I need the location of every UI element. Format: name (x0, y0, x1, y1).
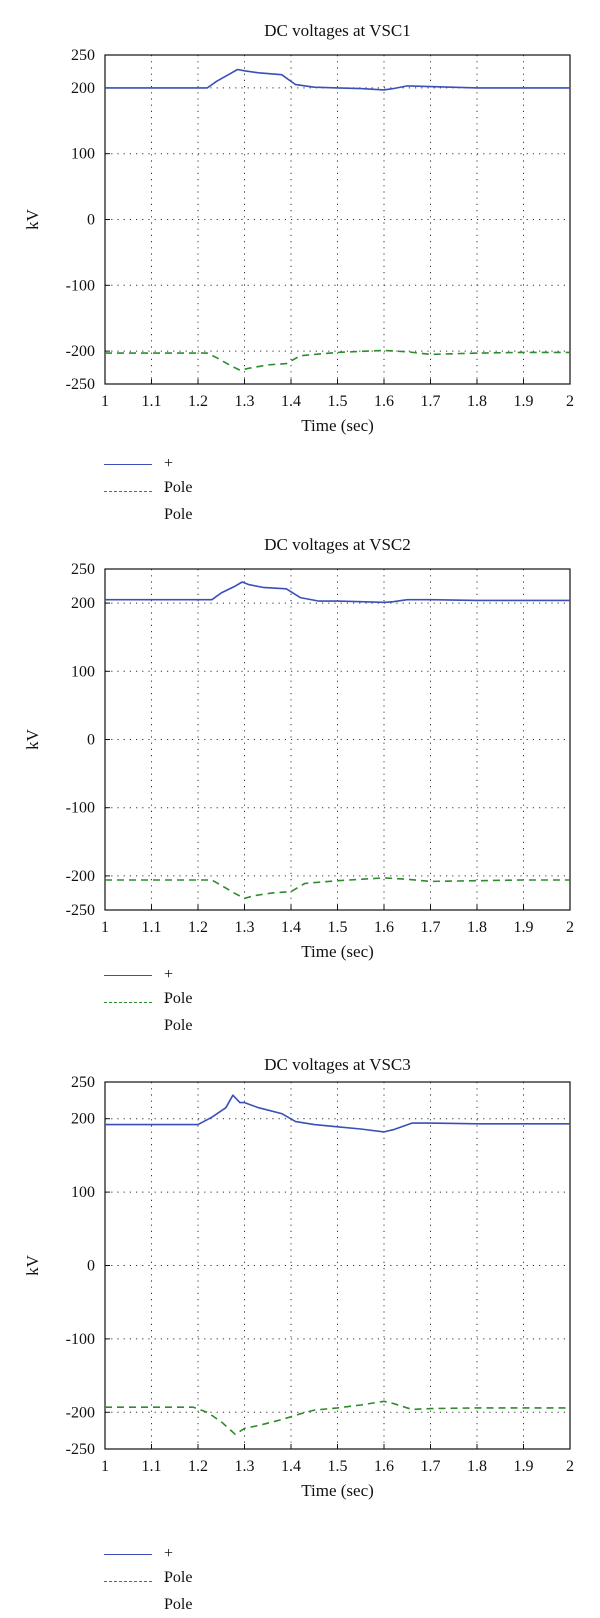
x-tick-label: 1.8 (467, 919, 487, 936)
y-tick-label: 200 (71, 80, 95, 97)
y-tick-label: 250 (71, 561, 95, 578)
chart-title: DC voltages at VSC2 (264, 535, 411, 554)
y-tick-label: 200 (71, 1111, 95, 1128)
chart-vsc2: DC voltages at VSC2 1 1.1 1.2 1.3 1.4 1.5 1.6 1.… (23, 535, 574, 961)
y-tick-label: 0 (87, 1258, 95, 1275)
x-tick-label: 1 (101, 919, 109, 936)
x-tick-label: 1 (101, 1458, 109, 1475)
y-tick-label: 250 (71, 1074, 95, 1091)
y-tick-label: 0 (87, 732, 95, 749)
x-tick-label: 1.8 (467, 393, 487, 410)
x-tick-label: 1.5 (328, 393, 348, 410)
x-axis-label: Time (sec) (301, 942, 374, 961)
chart-title: DC voltages at VSC3 (264, 1055, 411, 1074)
x-tick-label: 1.9 (514, 919, 534, 936)
x-tick-label: 1.6 (374, 393, 394, 410)
y-tick-label: -100 (66, 1331, 95, 1348)
y-tick-label: -200 (66, 343, 95, 360)
y-tick-label: 250 (71, 47, 95, 64)
x-tick-label: 1.2 (188, 393, 208, 410)
y-axis-label: kV (23, 1254, 42, 1276)
x-tick-label: 1.9 (514, 1458, 534, 1475)
chart-panel-vsc1: DC voltages at VSC1 1 1.1 1.2 1.3 1.4 1.5 1.6 1.… (0, 0, 600, 525)
x-axis-label: Time (sec) (301, 1481, 374, 1500)
x-tick-label: 1.4 (281, 393, 301, 410)
series-line-minus-pole (105, 349, 570, 372)
legend-swatch-minus-pole (104, 1581, 152, 1582)
x-tick-label: 1.5 (328, 1458, 348, 1475)
x-tick-label: 1.7 (421, 919, 441, 936)
y-tick-label: -250 (66, 1441, 95, 1458)
x-tick-label: 2 (566, 919, 574, 936)
legend-swatch-plus-pole (104, 975, 152, 976)
y-axis-label: kV (23, 208, 42, 230)
series-line-minus-pole (105, 877, 570, 900)
x-tick-label: 1.4 (281, 1458, 301, 1475)
x-tick-label: 1.1 (142, 393, 162, 410)
legend-label-minus-pole: - Pole (164, 1572, 193, 1613)
legend-label-plus-pole: + Pole (164, 966, 193, 1007)
y-tick-label: 200 (71, 595, 95, 612)
chart-title: DC voltages at VSC1 (264, 21, 411, 40)
x-tick-label: 1.2 (188, 1458, 208, 1475)
x-tick-label: 1.2 (188, 919, 208, 936)
x-tick-label: 2 (566, 393, 574, 410)
x-tick-label: 1.4 (281, 919, 301, 936)
legend-swatch-plus-pole (104, 1554, 152, 1555)
y-tick-label: 0 (87, 212, 95, 229)
legend-label-plus-pole: + Pole (164, 1545, 193, 1586)
series-line-plus-pole (105, 581, 570, 604)
plot-frame (104, 54, 571, 385)
x-tick-label: 2 (566, 1458, 574, 1475)
x-tick-label: 1.3 (235, 919, 255, 936)
x-tick-label: 1.9 (514, 393, 534, 410)
y-tick-label: 100 (71, 146, 95, 163)
y-tick-label: -250 (66, 376, 95, 393)
chart-panel-vsc2: DC voltages at VSC2 1 1.1 1.2 1.3 1.4 1.5 1.6 1.… (0, 525, 600, 1055)
x-tick-label: 1.1 (142, 919, 162, 936)
y-axis-label: kV (23, 728, 42, 750)
x-tick-label: 1.7 (421, 1458, 441, 1475)
legend-swatch-minus-pole (104, 491, 152, 492)
x-tick-label: 1.1 (142, 1458, 162, 1475)
plot-frame (104, 1081, 571, 1450)
series-line-plus-pole (105, 68, 570, 91)
x-tick-label: 1.6 (374, 919, 394, 936)
x-tick-label: 1.3 (235, 393, 255, 410)
y-tick-label: -250 (66, 902, 95, 919)
legend-label-minus-pole: - Pole (164, 993, 193, 1034)
legend-label-plus-pole: + Pole (164, 455, 193, 496)
x-tick-label: 1.7 (421, 393, 441, 410)
y-tick-label: 100 (71, 663, 95, 680)
legend-label-minus-pole: - Pole (164, 482, 193, 523)
legend-swatch-plus-pole (104, 464, 152, 465)
y-tick-label: -100 (66, 800, 95, 817)
x-axis-label: Time (sec) (301, 416, 374, 435)
x-tick-label: 1.3 (235, 1458, 255, 1475)
y-tick-label: -200 (66, 868, 95, 885)
x-tick-label: 1.8 (467, 1458, 487, 1475)
y-tick-label: 100 (71, 1184, 95, 1201)
series-line-plus-pole (105, 1094, 570, 1133)
chart-panel-vsc3: DC voltages at VSC3 1 1.1 1.2 1.3 1.4 1.5 1.6 1.… (0, 1055, 600, 1618)
x-tick-label: 1.6 (374, 1458, 394, 1475)
legend-swatch-minus-pole (104, 1002, 152, 1003)
x-tick-label: 1 (101, 393, 109, 410)
x-tick-label: 1.5 (328, 919, 348, 936)
series-line-minus-pole (105, 1400, 570, 1436)
y-tick-label: -200 (66, 1404, 95, 1421)
chart-vsc1: DC voltages at VSC1 1 1.1 1.2 1.3 1.4 1.5 1.6 1.… (23, 21, 574, 435)
chart-vsc3: DC voltages at VSC3 1 1.1 1.2 1.3 1.4 1.5 1.6 1.… (23, 1055, 574, 1500)
plot-frame (104, 568, 571, 911)
y-tick-label: -100 (66, 277, 95, 294)
